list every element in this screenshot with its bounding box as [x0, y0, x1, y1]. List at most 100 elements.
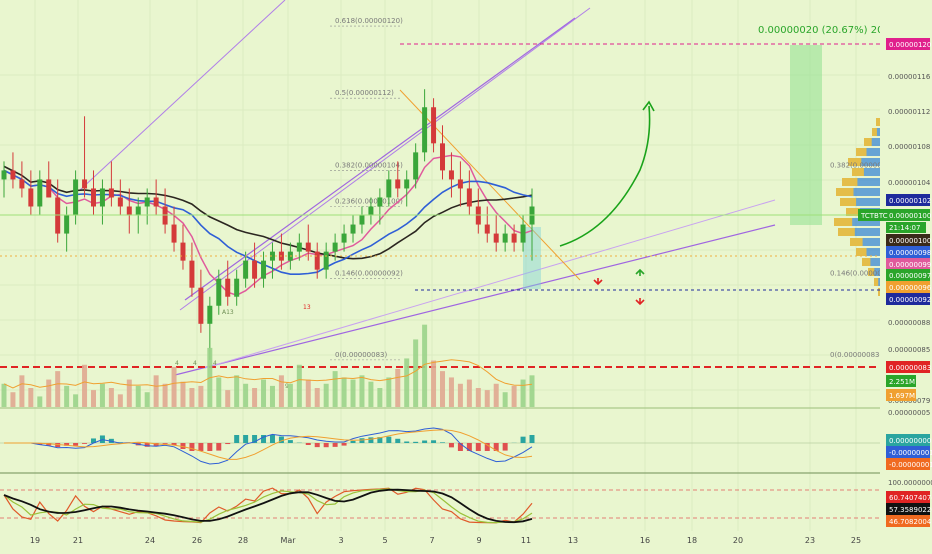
time-tick: 25 — [851, 536, 861, 545]
candle[interactable] — [100, 188, 105, 206]
candle[interactable] — [333, 243, 338, 252]
candle[interactable] — [252, 261, 257, 279]
candle[interactable] — [458, 179, 463, 188]
candle[interactable] — [73, 179, 78, 215]
candle[interactable] — [377, 197, 382, 206]
candle[interactable] — [440, 143, 445, 170]
volume-bar — [136, 386, 141, 407]
candle[interactable] — [494, 234, 499, 243]
volume-bar — [485, 390, 490, 407]
macd-bar — [530, 435, 535, 443]
symbol-name: TCTBTC — [860, 212, 888, 220]
projection-label: 0.00000020 (20.67%) 20 — [758, 25, 883, 36]
macd-bar — [225, 443, 230, 444]
candle[interactable] — [225, 279, 230, 297]
candle[interactable] — [55, 197, 60, 233]
candle[interactable] — [297, 243, 302, 252]
candle[interactable] — [431, 107, 436, 143]
candle[interactable] — [521, 225, 526, 243]
macd-bar — [270, 435, 275, 443]
macd-bar — [315, 443, 320, 447]
candle[interactable] — [180, 243, 185, 261]
macd-bar — [351, 441, 356, 443]
candle[interactable] — [512, 234, 517, 243]
volume-bar — [512, 386, 517, 407]
price-badge-text: 46.70820041 — [889, 518, 932, 526]
candle[interactable] — [216, 279, 221, 306]
candle[interactable] — [261, 261, 266, 279]
candle[interactable] — [198, 288, 203, 324]
volume-bar — [127, 380, 132, 407]
candle[interactable] — [64, 216, 69, 234]
time-tick: 23 — [805, 536, 815, 545]
candle[interactable] — [306, 243, 311, 252]
price-badge-text: 0.00000097 — [889, 272, 931, 280]
volume-bar — [521, 380, 526, 407]
candle[interactable] — [2, 170, 7, 179]
candle[interactable] — [243, 261, 248, 279]
price-badge-text: 0.00000092 — [889, 296, 931, 304]
candle[interactable] — [422, 107, 427, 152]
volume-bar — [315, 388, 320, 407]
macd-bar — [503, 443, 508, 451]
price-badge-text: 0.00000100 — [889, 237, 931, 245]
volume-bar — [279, 375, 284, 407]
profile-bar — [838, 228, 855, 236]
candle[interactable] — [127, 207, 132, 216]
candle[interactable] — [368, 207, 373, 216]
candle[interactable] — [315, 252, 320, 270]
candle[interactable] — [189, 261, 194, 288]
macd-bar — [342, 443, 347, 446]
candle[interactable] — [359, 216, 364, 225]
candle[interactable] — [395, 179, 400, 188]
countdown-text: 21:14:07 — [889, 224, 920, 232]
candle[interactable] — [91, 188, 96, 206]
candle[interactable] — [324, 252, 329, 270]
candle[interactable] — [154, 197, 159, 206]
volume-bar — [28, 388, 33, 407]
candle[interactable] — [136, 207, 141, 216]
candle[interactable] — [503, 234, 508, 243]
candle[interactable] — [145, 197, 150, 206]
volume-bar — [351, 380, 356, 407]
candle[interactable] — [413, 152, 418, 179]
time-tick: 19 — [30, 536, 40, 545]
macd-bar — [324, 443, 329, 447]
candle[interactable] — [172, 225, 177, 243]
candle[interactable] — [163, 207, 168, 225]
candle[interactable] — [109, 188, 114, 197]
candle[interactable] — [19, 179, 24, 188]
candle[interactable] — [10, 170, 15, 179]
candle[interactable] — [234, 279, 239, 297]
candle[interactable] — [485, 225, 490, 234]
macd-bar — [198, 443, 203, 451]
candle[interactable] — [530, 207, 535, 225]
candle[interactable] — [46, 179, 51, 197]
candle[interactable] — [467, 188, 472, 206]
candle[interactable] — [386, 179, 391, 197]
profile-bar — [874, 278, 878, 286]
candle[interactable] — [351, 225, 356, 234]
volume-bar — [64, 386, 69, 407]
candle[interactable] — [342, 234, 347, 243]
candle[interactable] — [37, 179, 42, 206]
volume-bar — [73, 394, 78, 407]
macd-bar — [431, 440, 436, 443]
price-tick: 0.00000104 — [888, 179, 931, 187]
candle[interactable] — [476, 207, 481, 225]
candle[interactable] — [404, 179, 409, 188]
candle[interactable] — [207, 306, 212, 324]
candle[interactable] — [449, 170, 454, 179]
candle[interactable] — [82, 179, 87, 188]
volume-bar — [37, 396, 42, 407]
time-tick: 18 — [687, 536, 697, 545]
fib-label: 0.146(0.00000092) — [335, 270, 403, 278]
volume-bar — [261, 380, 266, 407]
profile-bar — [842, 178, 857, 186]
macd-bar — [73, 443, 78, 446]
candle[interactable] — [118, 197, 123, 206]
candle[interactable] — [28, 188, 33, 206]
price-tick: 0.00000085 — [888, 346, 930, 354]
